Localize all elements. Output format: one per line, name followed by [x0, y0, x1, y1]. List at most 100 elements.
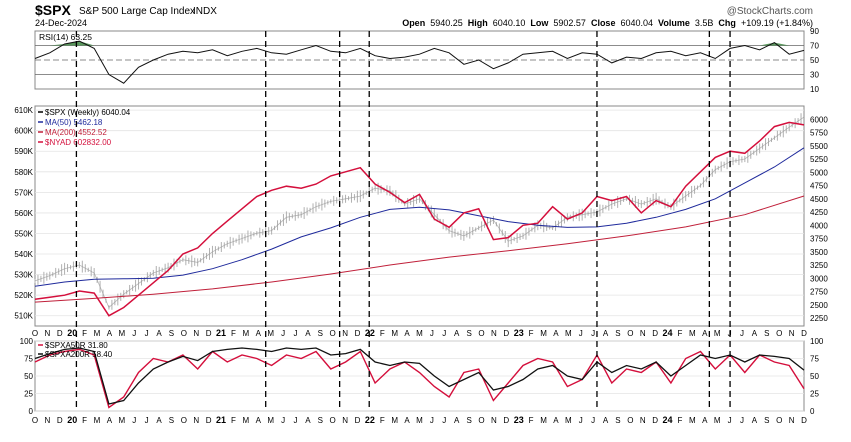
breadth-x-tick-label: M	[118, 416, 125, 425]
price-panel-frame	[34, 105, 805, 327]
breadth-x-tick-label: J	[281, 416, 285, 425]
breadth-right-tick-label: 0	[810, 407, 815, 416]
left-axis-tick-label: 510K	[14, 312, 33, 321]
breadth-x-tick-label: N	[789, 416, 795, 425]
price-x-tick-label: D	[503, 329, 509, 338]
breadth-x-tick-label: S	[318, 416, 323, 425]
breadth-x-tick-label: J	[132, 416, 136, 425]
price-x-tick-label: A	[752, 329, 758, 338]
breadth-x-tick-label: M	[94, 416, 101, 425]
breadth-x-tick-label: D	[503, 416, 509, 425]
price-x-tick-label: D	[801, 329, 807, 338]
breadth-x-tick-label: M	[540, 416, 547, 425]
breadth-x-tick-label: M	[565, 416, 572, 425]
rsi-line	[34, 40, 805, 84]
price-x-tick-label: M	[243, 329, 250, 338]
index-name: S&P 500 Large Cap Index	[79, 6, 195, 17]
rsi-legend-label: RSI(14) 63.25	[39, 32, 92, 42]
breadth-right-tick-label: 75	[810, 355, 819, 364]
chg-label: Chg	[716, 18, 736, 28]
price-x-tick-label: O	[776, 329, 782, 338]
breadth-x-tick-label: A	[404, 416, 410, 425]
exchange-label: INDX	[193, 6, 217, 17]
price-x-tick-label: J	[591, 329, 595, 338]
price-x-tick-label: 22	[365, 328, 375, 338]
right-axis-tick-label: 4750	[810, 182, 828, 191]
left-axis-tick-label: 580K	[14, 168, 33, 177]
price-x-tick-label: D	[57, 329, 63, 338]
breadth-right-tick-label: 100	[810, 337, 824, 346]
right-axis-tick-label: 3250	[810, 261, 828, 270]
breadth-x-tick-label: J	[293, 416, 297, 425]
breadth-left-tick-label: 75	[24, 355, 33, 364]
nyad-line	[34, 121, 805, 317]
price-x-tick-label: A	[454, 329, 460, 338]
price-x-tick-label: M	[416, 329, 423, 338]
open-value: 5940.25	[428, 18, 463, 28]
price-x-tick-label: O	[181, 329, 187, 338]
price-x-tick-label: D	[206, 329, 212, 338]
price-x-tick-label: S	[764, 329, 769, 338]
left-axis-tick-label: 590K	[14, 147, 33, 156]
right-axis-tick-label: 6000	[810, 115, 828, 124]
close-value: 6040.04	[618, 18, 653, 28]
price-x-tick-label: F	[678, 329, 683, 338]
price-x-tick-label: O	[32, 329, 38, 338]
high-value: 6040.10	[490, 18, 525, 28]
left-axis-tick-label: 560K	[14, 209, 33, 218]
rsi-tick-label: 90	[810, 27, 819, 36]
price-x-tick-label: A	[305, 329, 311, 338]
price-x-tick-label: D	[652, 329, 658, 338]
right-axis-tick-label: 2250	[810, 314, 828, 323]
right-axis-tick-label: 2750	[810, 288, 828, 297]
chg-value: +109.19 (+1.84%)	[738, 18, 813, 28]
breadth-x-tick-label: S	[169, 416, 174, 425]
price-x-tick-label: J	[579, 329, 583, 338]
breadth-x-tick-label: 20	[67, 415, 77, 425]
rsi-tick-label: 30	[810, 71, 819, 80]
breadth-x-tick-label: N	[193, 416, 199, 425]
volume-value: 3.5B	[692, 18, 713, 28]
price-x-tick-label: M	[94, 329, 101, 338]
breadth-x-tick-label: 21	[216, 415, 226, 425]
left-axis-tick-label: 570K	[14, 188, 33, 197]
chart-date: 24-Dec-2024	[35, 18, 87, 28]
right-axis-tick-label: 4500	[810, 195, 828, 204]
price-x-tick-label: A	[553, 329, 559, 338]
brand-watermark: @StockCharts.com	[727, 6, 813, 17]
price-x-tick-label: N	[45, 329, 51, 338]
chart-panels: 10 30 50 70 90 RSI(14) 63.25 510K 520K 530K 540K 5…	[14, 27, 828, 425]
breadth-x-tick-label: 23	[514, 415, 524, 425]
right-axis-tick-label: 5500	[810, 142, 828, 151]
rsi-tick-label: 50	[810, 56, 819, 65]
breadth-x-tick-label: M	[267, 416, 274, 425]
price-x-tick-label: J	[293, 329, 297, 338]
price-x-tick-label: N	[640, 329, 646, 338]
price-x-tick-label: D	[355, 329, 361, 338]
price-x-tick-label: S	[169, 329, 174, 338]
breadth-legend-label: $SPXA200R 58.40	[45, 350, 113, 359]
price-x-tick-label: S	[318, 329, 323, 338]
price-legend-label: MA(50) 5462.18	[45, 118, 103, 127]
breadth-x-tick-label: J	[145, 416, 149, 425]
price-x-tick-label: J	[281, 329, 285, 338]
breadth-x-tick-label: O	[330, 416, 336, 425]
quote-line: Open 5940.25 High 6040.10 Low 5902.57 Cl…	[402, 18, 813, 28]
ma50-line	[34, 147, 805, 287]
high-label: High	[465, 18, 488, 28]
breadth-x-tick-label: A	[752, 416, 758, 425]
price-legend-label: $SPX (Weekly) 6040.04	[45, 108, 131, 117]
breadth-left-tick-label: 25	[24, 390, 33, 399]
breadth-x-tick-label: M	[714, 416, 721, 425]
breadth-left-tick-label: 100	[20, 337, 34, 346]
left-axis-tick-label: 550K	[14, 229, 33, 238]
breadth-x-tick-label: F	[529, 416, 534, 425]
right-axis-tick-label: 4250	[810, 208, 828, 217]
price-legend-label: $NYAD 602832.00	[45, 138, 112, 147]
breadth-x-tick-label: A	[702, 416, 708, 425]
price-x-tick-label: M	[565, 329, 572, 338]
price-x-tick-label: 24	[663, 328, 673, 338]
breadth-x-tick-label: J	[430, 416, 434, 425]
breadth-x-tick-label: O	[32, 416, 38, 425]
